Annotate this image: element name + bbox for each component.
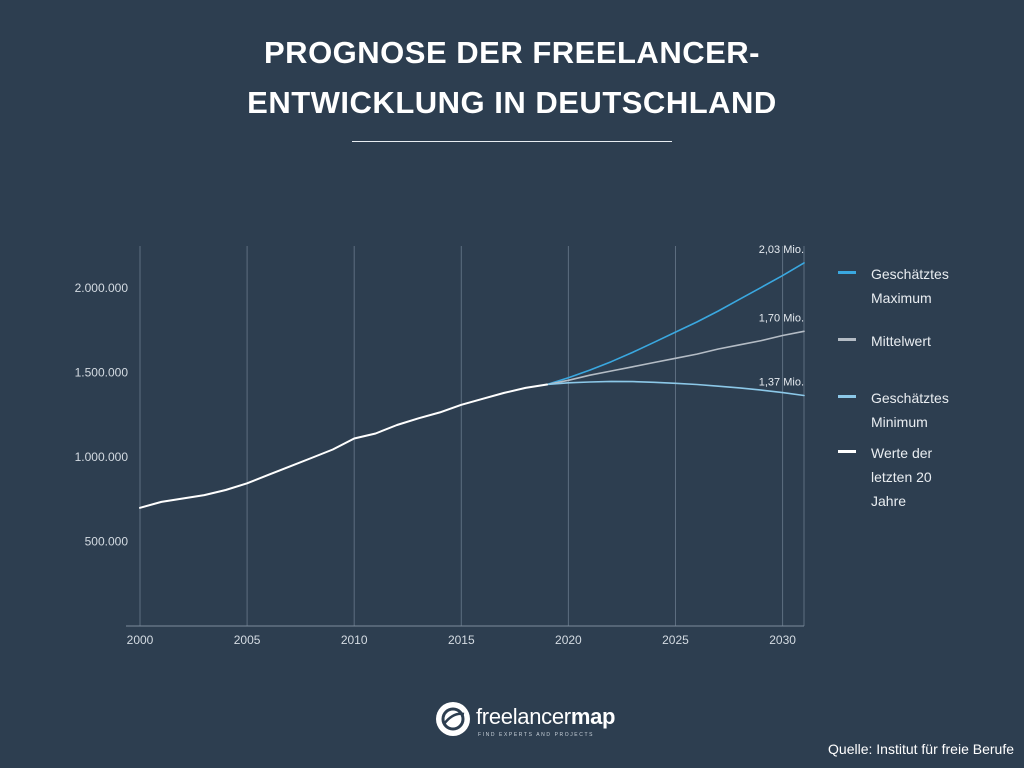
y-tick-label-500000: 500.000 bbox=[85, 535, 129, 549]
legend-label-historic: Werte der letzten 20 Jahre bbox=[871, 445, 933, 509]
x-tick-label-2015: 2015 bbox=[448, 633, 475, 647]
y-tick-label-1500000: 1.500.000 bbox=[75, 366, 129, 380]
x-tick-label-2005: 2005 bbox=[234, 633, 261, 647]
x-tick-label-2020: 2020 bbox=[555, 633, 582, 647]
series-line-mittelwert bbox=[546, 330, 805, 386]
series-line-maximum bbox=[546, 262, 805, 386]
logo-tagline: FIND EXPERTS AND PROJECTS bbox=[478, 732, 595, 738]
end-label-maximum: 2,03 Mio. bbox=[759, 244, 804, 256]
title-divider bbox=[352, 141, 672, 142]
legend-label-mittelwert: Mittelwert bbox=[871, 333, 931, 349]
page-title-line-2: ENTWICKLUNG IN DEUTSCHLAND bbox=[247, 85, 777, 120]
x-tick-label-2000: 2000 bbox=[127, 633, 154, 647]
chart-axes: 2000 2005 2010 2015 2020 2025 2030 500.000 1.000… bbox=[75, 281, 804, 647]
legend-swatch-historic bbox=[838, 450, 856, 453]
logo-wordmark-light: freelancer bbox=[476, 704, 571, 729]
end-label-minimum: 1,37 Mio. bbox=[759, 376, 804, 388]
legend-label-maximum: Geschätztes Maximum bbox=[871, 266, 949, 306]
series-line-historic bbox=[139, 383, 548, 509]
y-tick-label-2000000: 2.000.000 bbox=[75, 281, 129, 295]
x-tick-label-2010: 2010 bbox=[341, 633, 368, 647]
logo-wordmark-bold: map bbox=[570, 704, 616, 729]
x-tick-label-2030: 2030 bbox=[769, 633, 796, 647]
source-note: Quelle: Institut für freie Berufe bbox=[828, 741, 1014, 757]
freelancermap-logo-icon bbox=[436, 702, 470, 736]
chart-end-labels: 2,03 Mio. 1,70 Mio. 1,37 Mio. bbox=[759, 244, 804, 389]
legend-swatch-maximum bbox=[838, 271, 856, 274]
end-label-mittelwert: 1,70 Mio. bbox=[759, 312, 804, 324]
logo-wordmark: freelancermap bbox=[476, 704, 615, 730]
freelancermap-logo[interactable]: freelancermap FIND EXPERTS AND PROJECTS bbox=[436, 700, 616, 744]
chart-series bbox=[139, 262, 805, 509]
series-line-minimum bbox=[546, 380, 805, 397]
y-tick-label-1000000: 1.000.000 bbox=[75, 450, 129, 464]
legend-swatch-mittelwert bbox=[838, 338, 856, 341]
page-title: PROGNOSE DER FREELANCER- ENTWICKLUNG IN … bbox=[0, 28, 1024, 128]
legend-label-minimum: Geschätztes Minimum bbox=[871, 390, 949, 430]
chart-grid bbox=[139, 246, 805, 626]
legend-swatch-minimum bbox=[838, 395, 856, 398]
x-tick-label-2025: 2025 bbox=[662, 633, 689, 647]
page-title-line-1: PROGNOSE DER FREELANCER- bbox=[264, 35, 760, 70]
